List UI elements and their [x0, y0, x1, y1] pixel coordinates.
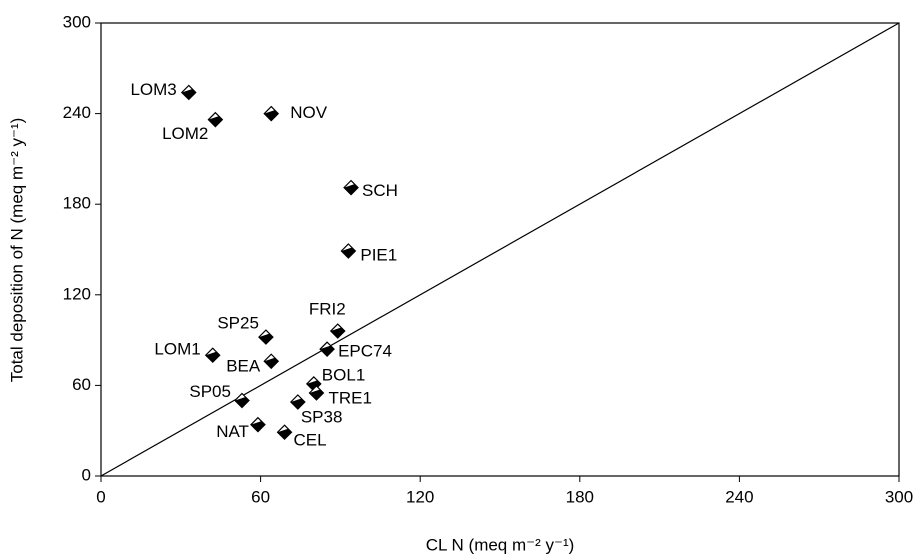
- point-label: SP05: [189, 382, 231, 401]
- point-label: EPC74: [338, 342, 392, 361]
- point-shade: [234, 397, 249, 408]
- point-shade: [306, 380, 321, 391]
- point-label: BOL1: [322, 365, 365, 384]
- point-shade: [309, 389, 324, 400]
- y-tick-label: 240: [63, 103, 91, 122]
- point: [258, 329, 274, 345]
- one-to-one-line: [100, 22, 900, 477]
- point-label: LOM2: [162, 124, 208, 143]
- point-label: BEA: [226, 357, 261, 376]
- point-shade: [264, 357, 279, 369]
- x-tick-label: 60: [251, 487, 270, 506]
- point: [204, 347, 221, 364]
- point: [263, 105, 280, 122]
- point-label: FRI2: [309, 300, 346, 319]
- point-shade: [341, 247, 356, 259]
- point-shade: [290, 398, 305, 410]
- point: [180, 84, 197, 101]
- point-shade: [320, 345, 335, 357]
- y-tick-label: 120: [63, 284, 91, 303]
- point-label: SCH: [362, 181, 398, 200]
- point-shade: [250, 421, 265, 432]
- point: [250, 416, 266, 433]
- point: [308, 385, 325, 401]
- point: [340, 243, 357, 259]
- plot-frame: [100, 22, 900, 477]
- point: [329, 323, 346, 339]
- point-shade: [208, 116, 223, 127]
- point: [319, 341, 335, 358]
- point: [343, 179, 359, 196]
- x-axis-title: CL N (meq m⁻² y⁻¹): [426, 535, 575, 554]
- point: [263, 353, 280, 370]
- point-label: TRE1: [328, 388, 371, 407]
- point-label: NOV: [290, 103, 328, 122]
- point-label: CEL: [294, 431, 327, 450]
- point-label: LOM3: [130, 80, 176, 99]
- y-axis-title: Total deposition of N (meq m⁻² y⁻¹): [7, 118, 26, 383]
- point-shade: [330, 327, 345, 339]
- point-shade: [181, 88, 196, 100]
- x-tick-label: 180: [566, 487, 594, 506]
- x-tick-label: 120: [406, 487, 434, 506]
- y-tick-label: 180: [63, 194, 91, 213]
- y-tick-label: 0: [82, 465, 91, 484]
- point-shade: [205, 351, 220, 363]
- x-tick-label: 300: [885, 487, 913, 506]
- point-label: SP38: [301, 407, 343, 426]
- point-shade: [264, 110, 279, 121]
- point-label: LOM1: [154, 340, 200, 359]
- y-tick-label: 60: [72, 375, 91, 394]
- x-tick-label: 0: [96, 487, 105, 506]
- point-shade: [258, 333, 273, 345]
- point: [276, 424, 293, 441]
- point-shade: [277, 428, 292, 440]
- point: [234, 392, 250, 409]
- y-tick-label: 300: [63, 12, 91, 31]
- point: [207, 111, 224, 128]
- point-shade: [344, 184, 359, 195]
- point-label: NAT: [216, 422, 249, 441]
- point: [289, 394, 306, 410]
- point-label: PIE1: [360, 245, 397, 264]
- x-tick-label: 240: [725, 487, 753, 506]
- point-label: SP25: [217, 314, 259, 333]
